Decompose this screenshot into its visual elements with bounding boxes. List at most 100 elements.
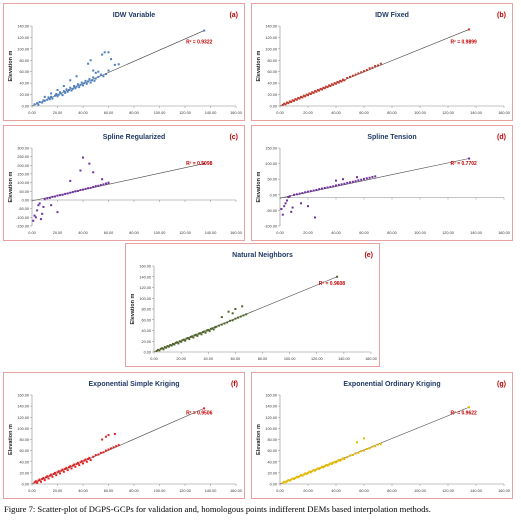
data-point [220, 323, 223, 326]
data-point [220, 316, 223, 319]
data-point [76, 461, 79, 464]
y-tick-label: 100.00 [265, 162, 277, 166]
data-point [87, 187, 90, 190]
x-tick-label: 100.00 [154, 489, 166, 493]
data-point [74, 190, 77, 193]
x-tick-label: 160.00 [498, 111, 510, 115]
y-tick-label: 20.00 [267, 93, 277, 97]
data-point [33, 214, 36, 217]
data-point [104, 73, 107, 75]
data-point [56, 89, 59, 91]
x-tick-label: 60.00 [104, 489, 114, 493]
y-tick-label: 50.00 [267, 178, 277, 182]
data-point [69, 191, 72, 194]
data-point [374, 445, 377, 448]
data-point [59, 194, 62, 197]
data-point [203, 162, 206, 165]
data-point [92, 76, 95, 79]
data-point [107, 434, 110, 437]
data-point [298, 192, 301, 195]
data-point [61, 468, 64, 471]
data-point [332, 185, 335, 188]
y-tick-label: 40.00 [267, 82, 277, 86]
data-point [293, 99, 295, 102]
data-point [85, 82, 88, 85]
y-tick-label: 50.00 [19, 190, 29, 194]
x-tick-label: 20.00 [303, 231, 313, 235]
data-point [203, 330, 206, 333]
data-point [57, 93, 60, 96]
x-tick-label: 80.00 [387, 489, 397, 493]
data-point [357, 72, 360, 75]
data-point [48, 474, 51, 477]
data-point [87, 62, 90, 65]
chart-title: Natural Neighbors [232, 252, 293, 259]
y-tick-label: 60.00 [267, 70, 277, 74]
data-point [94, 71, 97, 74]
x-tick-label: 160.00 [498, 489, 510, 493]
y-tick-label: 60.00 [19, 449, 29, 453]
data-point [287, 196, 290, 199]
data-point [215, 325, 218, 328]
data-point [115, 445, 118, 448]
data-point [71, 87, 74, 90]
data-point [82, 188, 84, 191]
data-point [295, 98, 298, 101]
x-tick-label: 120.00 [442, 231, 454, 235]
y-tick-label: 160.00 [139, 265, 151, 269]
panel-label: (e) [364, 252, 373, 259]
data-point [99, 184, 102, 187]
y-tick-label: 0.00 [270, 193, 277, 197]
data-point [291, 477, 294, 480]
y-tick-label: 80.00 [267, 438, 277, 442]
y-tick-label: 160.00 [265, 394, 277, 398]
data-point [37, 479, 40, 482]
y-tick-label: 140.00 [17, 25, 29, 29]
data-point [73, 463, 76, 466]
data-point [66, 469, 69, 472]
data-point [332, 461, 335, 464]
data-point [56, 471, 59, 474]
data-point [228, 319, 231, 322]
data-point [113, 63, 116, 66]
data-point [337, 81, 340, 84]
data-point [53, 195, 56, 198]
y-tick-label: -100.00 [264, 225, 277, 229]
x-tick-label: 140.00 [205, 231, 217, 235]
data-point [371, 175, 374, 178]
data-point [48, 196, 51, 199]
data-point [305, 472, 308, 475]
data-point [59, 472, 62, 475]
data-point [71, 191, 74, 194]
data-point [304, 472, 307, 475]
y-tick-label: 20.00 [19, 93, 29, 97]
data-point [84, 187, 87, 190]
data-point [363, 449, 365, 452]
data-point [184, 339, 187, 342]
x-tick-label: 120.00 [179, 231, 191, 235]
y-tick-label: 80.00 [141, 308, 151, 312]
y-tick-label: 80.00 [19, 59, 29, 63]
data-point [468, 157, 470, 160]
y-axis-label: Elevation m [130, 293, 136, 324]
data-point [47, 96, 50, 99]
data-point [286, 480, 288, 483]
x-tick-label: 60.00 [359, 489, 369, 493]
y-tick-label: 40.00 [141, 329, 151, 333]
data-point [297, 97, 300, 99]
y-tick-label: 0.00 [270, 483, 277, 487]
data-point [349, 454, 351, 457]
x-tick-label: 100.00 [414, 231, 426, 235]
data-point [66, 192, 69, 195]
panel-exponential-ordinary-kriging: Exponential Ordinary Kriging (g) Elevation… [251, 372, 513, 499]
x-tick-label: 80.00 [387, 111, 397, 115]
y-tick-label: 20.00 [141, 340, 151, 344]
data-point [323, 87, 326, 90]
data-point [287, 479, 290, 482]
data-point [64, 91, 67, 94]
data-point [107, 51, 110, 54]
data-point [89, 59, 92, 62]
y-tick-label: 120.00 [17, 36, 29, 40]
data-point [377, 443, 379, 446]
data-point [178, 340, 181, 343]
